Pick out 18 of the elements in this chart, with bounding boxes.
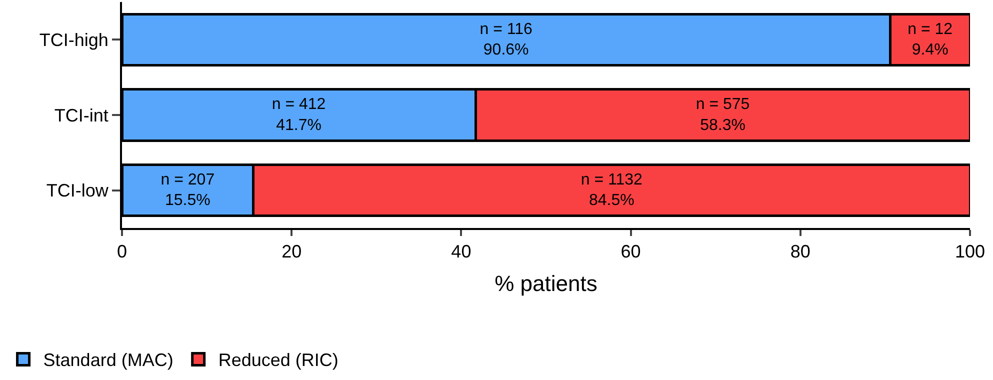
data-label: n = 1132 84.5% bbox=[580, 171, 643, 210]
data-label: n = 12 9.4% bbox=[908, 20, 953, 59]
data-label: n = 412 41.7% bbox=[272, 96, 326, 134]
x-tick-label: 100 bbox=[954, 242, 986, 262]
y-tick-label: TCI-high bbox=[39, 30, 108, 50]
x-tick-label: 40 bbox=[451, 242, 472, 262]
x-tick-label: 60 bbox=[620, 242, 641, 262]
data-label: n = 207 15.5% bbox=[160, 171, 215, 210]
x-axis-title: % patients bbox=[494, 271, 598, 296]
legend-label: Standard (MAC) bbox=[43, 350, 174, 370]
legend-label: Reduced (RIC) bbox=[218, 350, 338, 370]
x-tick-label: 20 bbox=[282, 242, 302, 262]
data-label: n = 575 58.3% bbox=[696, 96, 750, 134]
x-tick-label: 0 bbox=[116, 242, 128, 262]
y-tick-label: TCI-int bbox=[54, 105, 108, 126]
data-label: n = 116 90.6% bbox=[480, 20, 533, 59]
y-tick-label: TCI-low bbox=[46, 180, 110, 201]
x-tick-label: 80 bbox=[790, 242, 810, 262]
